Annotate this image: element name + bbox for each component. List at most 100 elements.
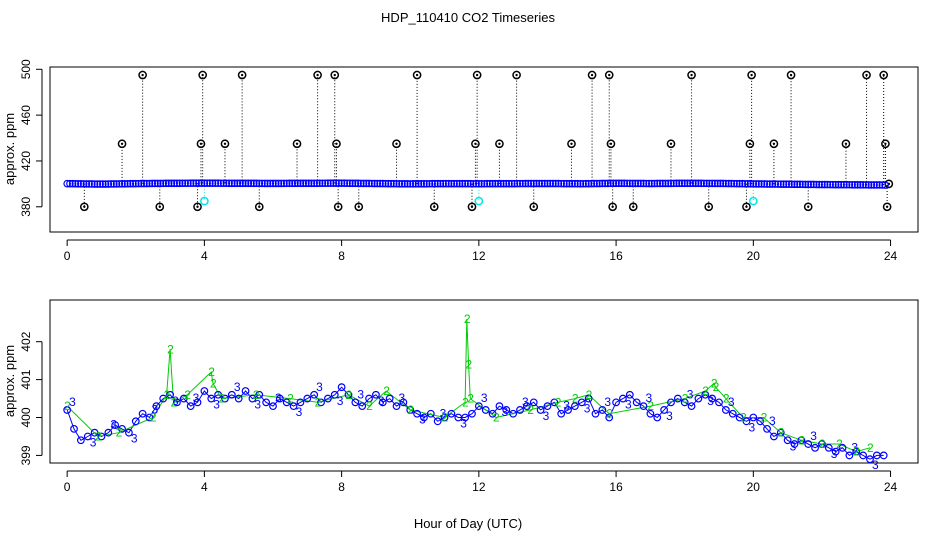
top-baseline-point — [417, 180, 426, 188]
series-3-point — [269, 402, 277, 411]
series-3-point — [275, 394, 284, 403]
series-3-point — [701, 390, 710, 399]
series-3-point — [461, 413, 470, 422]
top-baseline-point — [658, 179, 667, 188]
top-baseline-point — [807, 180, 815, 189]
top-baseline-point — [335, 179, 343, 187]
bottom-plot-frame — [49, 299, 919, 464]
top-baseline-point — [343, 179, 351, 188]
top-flag-point — [587, 70, 597, 80]
series-3-point — [509, 409, 518, 418]
top-flag-point-center — [335, 142, 338, 145]
series-3-point — [378, 398, 387, 407]
top-baseline-point — [313, 179, 321, 188]
series-3-point — [790, 440, 799, 448]
series-3-label: 3 — [563, 399, 570, 413]
top-baseline-point — [538, 179, 546, 188]
top-baseline-point — [477, 179, 486, 188]
series-3-label: 3 — [604, 395, 611, 409]
series-2-point: 2 — [366, 399, 373, 413]
series-3-point — [852, 447, 861, 456]
top-baseline-point — [291, 179, 299, 188]
series-3-point — [159, 394, 168, 403]
top-flag-point — [747, 70, 756, 80]
series-2-point: 2 — [462, 395, 469, 409]
series-3-label: 3 — [666, 409, 673, 423]
series-2-point: 2 — [208, 365, 215, 379]
top-baseline-point — [491, 179, 500, 188]
series-3-point — [97, 432, 106, 441]
series-2-point: 2 — [253, 388, 260, 402]
top-baseline-point — [285, 179, 294, 188]
series-3-point — [660, 406, 669, 414]
series-2-point: 2 — [798, 433, 805, 447]
top-baseline-point — [675, 179, 684, 188]
series-3-label: 3 — [769, 414, 776, 428]
top-baseline-point — [373, 179, 382, 188]
top-baseline-point — [513, 179, 522, 188]
top-baseline-point — [164, 179, 173, 188]
top-y-axis-label: approx. ppm — [2, 113, 17, 185]
top-baseline-point — [543, 179, 552, 188]
series-3-point — [207, 394, 216, 403]
top-baseline-point — [752, 180, 760, 188]
series-3-point — [447, 409, 456, 418]
series-3-point — [605, 413, 614, 422]
top-flag-point-center — [611, 205, 614, 208]
top-flag-point — [687, 70, 696, 80]
top-y-tick-label: 500 — [19, 59, 33, 79]
top-baseline-point — [249, 179, 258, 188]
series-3-point — [90, 428, 99, 437]
series-2-point: 2 — [184, 388, 191, 402]
series-3-point — [152, 402, 161, 411]
series-3-label: 3 — [110, 418, 117, 432]
top-baseline-point — [549, 179, 557, 188]
top-flag-point-center — [295, 142, 299, 145]
top-baseline-point — [236, 179, 244, 188]
top-flag-point — [333, 202, 343, 212]
top-baseline-point — [626, 179, 634, 188]
top-flag-point-center — [333, 73, 336, 77]
series-2-point: 2 — [464, 312, 471, 326]
top-baseline-point — [170, 179, 178, 188]
top-flag-point — [604, 70, 614, 80]
top-baseline-point — [722, 179, 730, 188]
top-baseline-point — [206, 179, 214, 188]
series-3-point — [440, 413, 449, 422]
top-baseline-point — [280, 179, 288, 188]
top-flag-point-center — [316, 73, 319, 77]
top-flag-point-center — [608, 73, 611, 77]
top-flag-point — [237, 70, 247, 80]
top-flag-point — [193, 202, 202, 212]
top-baseline-point — [115, 180, 124, 188]
series-3-point — [317, 398, 325, 407]
series-3-point — [125, 428, 133, 437]
series-2-point: 2 — [383, 384, 390, 398]
series-2-point: 2 — [819, 437, 826, 451]
top-flag-point-center — [748, 142, 752, 145]
top-baseline-point — [282, 179, 291, 188]
top-baseline-point — [705, 179, 714, 188]
top-baseline-point — [247, 179, 255, 188]
top-baseline-point — [90, 180, 99, 188]
top-baseline-point — [217, 179, 225, 188]
top-baseline-point — [68, 179, 77, 188]
top-baseline-point — [669, 179, 678, 188]
top-baseline-point — [593, 179, 601, 188]
top-baseline-point — [464, 179, 472, 188]
top-baseline-series — [63, 179, 889, 189]
series-2-point: 2 — [682, 392, 689, 406]
series-2-point: 2 — [150, 411, 157, 425]
top-flag-point — [198, 70, 208, 80]
top-flag-point-center — [884, 142, 887, 145]
top-baseline-point — [461, 179, 469, 188]
top-flag-point — [567, 139, 576, 149]
series-3-point — [529, 398, 538, 407]
top-flag-point-center — [83, 205, 86, 208]
top-baseline-point — [258, 179, 266, 188]
series-3-point — [488, 409, 497, 418]
series-3-point — [584, 394, 593, 403]
top-flag-point-center — [240, 73, 244, 77]
bottom-x-tick-label: 24 — [884, 480, 898, 494]
